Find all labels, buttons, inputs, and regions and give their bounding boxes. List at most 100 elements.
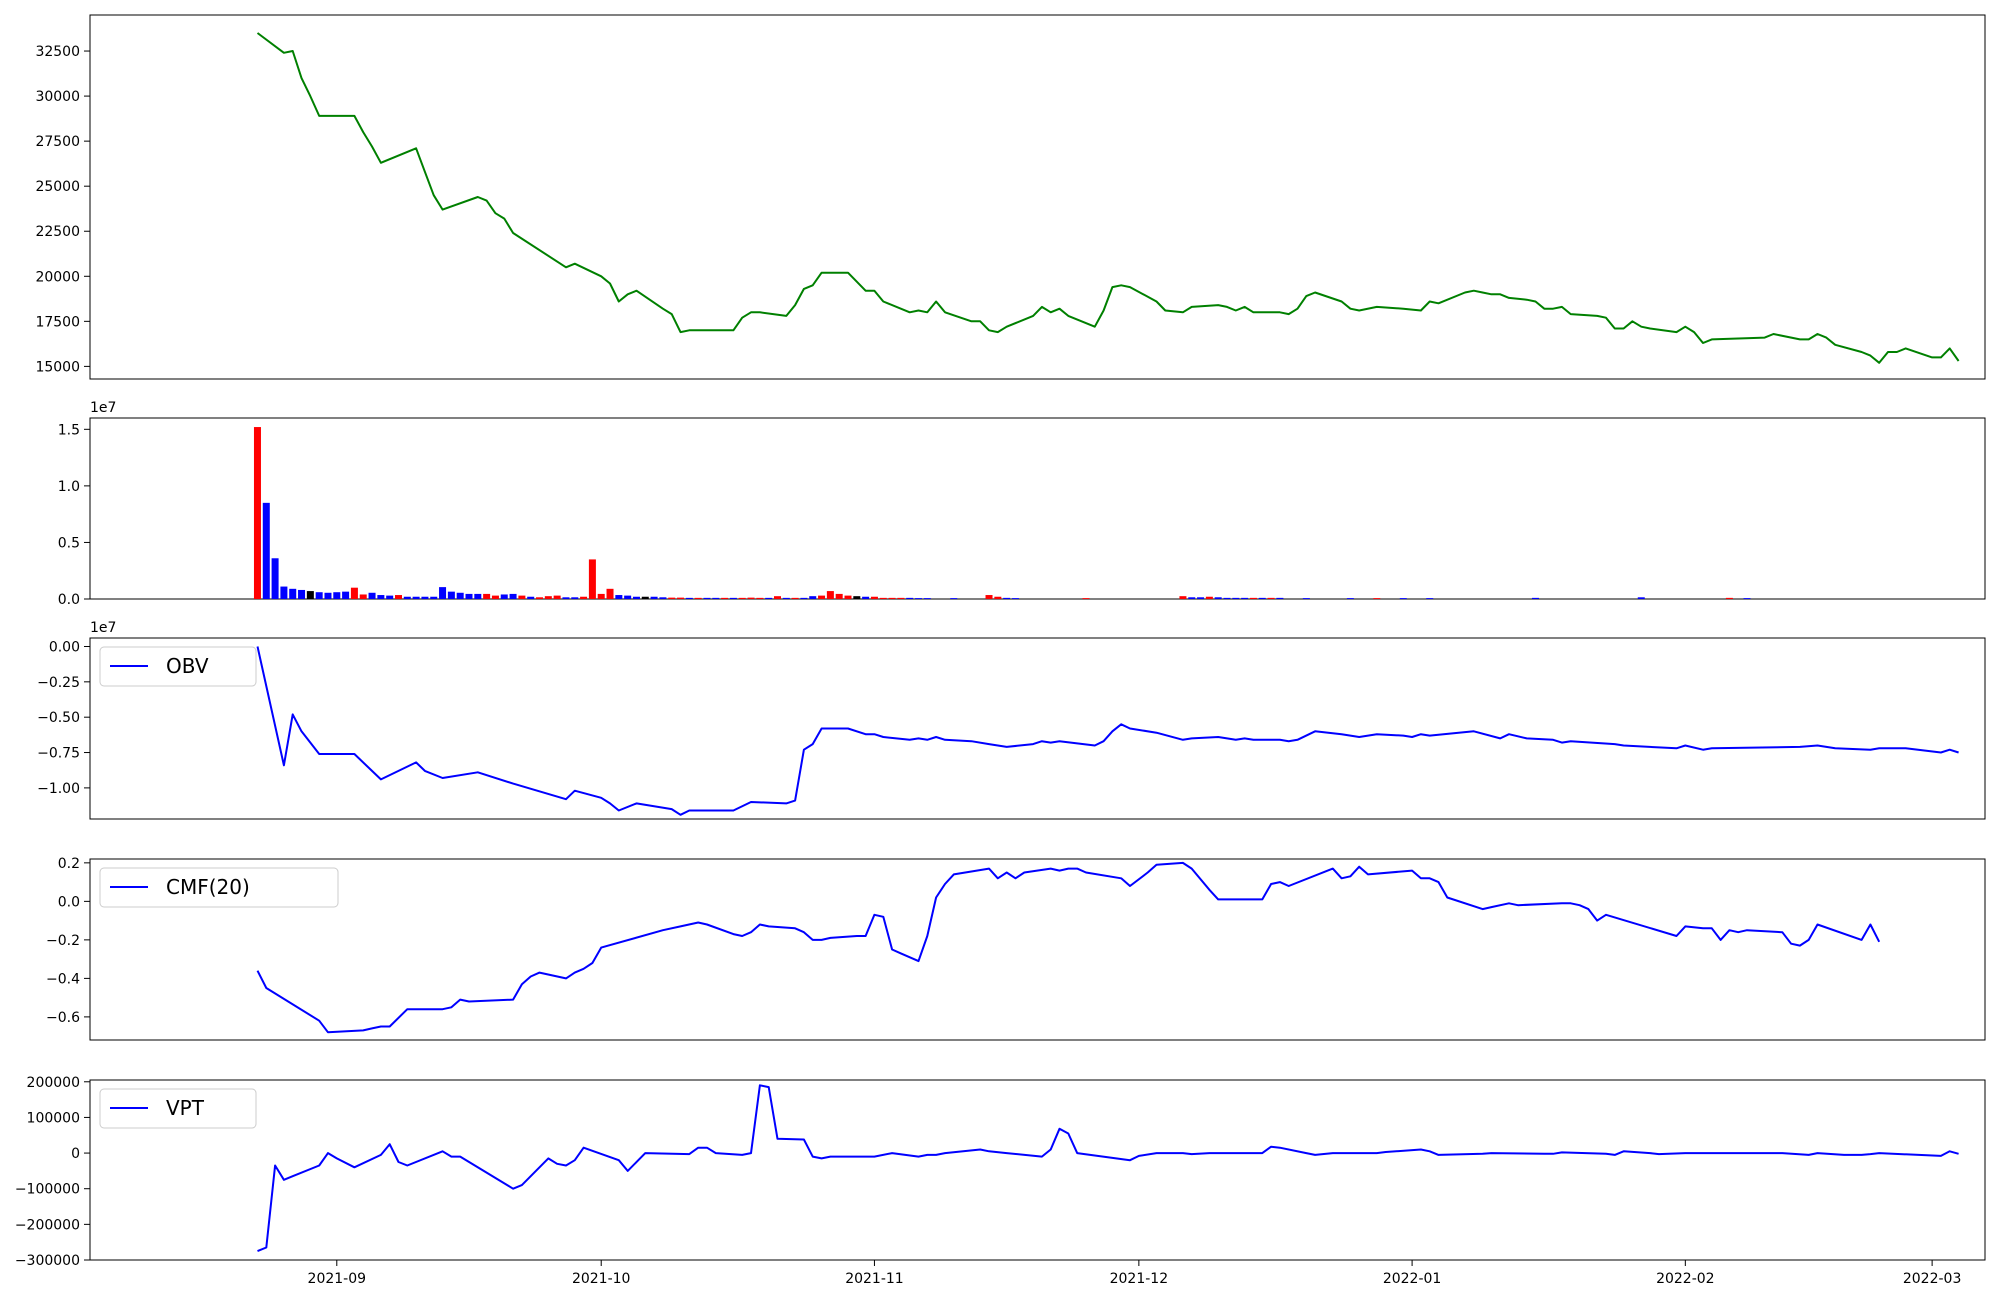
volume-y-tick-label: 1.0 [58,479,80,495]
volume-bar [342,591,350,599]
volume-bar [826,591,834,599]
obv-series-line [256,646,1959,816]
volume-bar [500,594,508,599]
volume-bar [386,595,394,599]
vpt-y-tick-label: −200000 [15,1217,80,1233]
volume-bar [1637,597,1645,599]
volume-bar [747,597,755,599]
price-y-tick-label: 22500 [35,224,80,240]
volume-bar [527,596,535,599]
volume-offset-label: 1e7 [90,400,116,416]
volume-bar [562,597,570,599]
volume-bar [553,595,561,599]
x-tick-label: 2022-03 [1903,1271,1962,1287]
volume-bar [606,588,614,599]
volume-bar [1205,596,1213,599]
volume-bar [862,596,870,599]
obv-axes-frame [89,637,1986,820]
panel-vpt: 200000 100000 0 −100000 −200000 −300000 VPT [15,1075,1986,1269]
x-axis: 2021-09 2021-10 2021-11 2021-12 2022-01 2022-… [308,1260,1962,1287]
volume-y-tick-label: 0.0 [58,592,80,608]
volume-axes-frame [89,417,1986,600]
volume-bar [271,558,279,599]
volume-bar [430,596,438,599]
volume-bar [712,597,720,599]
volume-bar [818,595,826,599]
volume-bar [394,595,402,599]
volume-bar [306,591,314,599]
volume-bar [1082,598,1090,599]
cmf-axes-frame [89,858,1986,1041]
volume-bar [1232,597,1240,599]
cmf-legend: CMF(20) [99,867,339,908]
volume-bar [597,593,605,599]
volume-bar [1426,598,1434,599]
volume-bar [703,597,711,599]
volume-bar [544,596,552,599]
volume-bar [324,592,332,599]
obv-y-tick-label: 0.00 [49,639,80,655]
obv-data-area [256,646,1959,816]
panel-volume: 0.0 0.5 1.0 1.5 1e7 [58,400,1986,608]
price-y-tick-label: 27500 [35,134,80,150]
volume-bar [950,598,958,599]
vpt-y-tick-label: 100000 [27,1110,80,1126]
volume-bar [632,596,640,599]
volume-bar [650,596,658,599]
cmf-y-tick-label: 0.0 [58,894,80,910]
volume-bar [1188,597,1196,599]
volume-bar [1373,598,1381,599]
volume-bar [879,597,887,599]
volume-bar [359,594,367,599]
volume-bar [897,597,905,599]
volume-bar [1743,598,1751,599]
x-tick-label: 2021-09 [308,1271,367,1287]
volume-bar [350,587,358,599]
panel-obv: 0.00 −0.25 −0.50 −0.75 −1.00 1e7 OBV [37,620,1986,820]
volume-bar [782,597,790,599]
volume-bar [677,597,685,599]
volume-bar [1197,597,1205,599]
volume-bar [668,597,676,599]
obv-legend-label: OBV [166,654,209,678]
volume-data-area [253,427,1751,599]
price-y-tick-label: 32500 [35,44,80,60]
volume-bar [315,592,323,599]
obv-y-tick-label: −0.50 [37,710,80,726]
volume-bar [368,592,376,599]
x-tick-label: 2021-10 [572,1271,631,1287]
volume-bar [870,596,878,599]
x-tick-label: 2021-11 [845,1271,904,1287]
volume-bar [509,593,517,599]
volume-bar [262,502,270,599]
cmf-y-tick-label: −0.4 [46,971,80,987]
vpt-axes-frame [89,1079,1986,1261]
volume-bar [1223,597,1231,599]
volume-bar [906,597,914,599]
volume-y-tick-label: 1.5 [58,422,80,438]
volume-bar [377,595,385,599]
vpt-y-tick-label: 200000 [27,1075,80,1091]
vpt-y-tick-label: −300000 [15,1253,80,1269]
volume-bar [421,596,429,599]
volume-bar [1399,598,1407,599]
volume-bar [853,596,861,599]
cmf-series-line [256,861,1881,1034]
volume-bar [465,593,473,599]
volume-bar [641,596,649,599]
volume-bar [791,597,799,599]
volume-bar [659,597,667,599]
price-y-tick-label: 15000 [35,359,80,375]
cmf-data-area [256,861,1881,1034]
vpt-legend-label: VPT [166,1096,205,1120]
obv-legend: OBV [99,646,257,687]
volume-bar [474,593,482,599]
price-y-tick-label: 20000 [35,269,80,285]
volume-bar [1267,597,1275,599]
volume-bar [1249,597,1257,599]
volume-bar [536,597,544,599]
volume-bar [756,597,764,599]
cmf-legend-label: CMF(20) [166,875,250,899]
volume-bar [1011,598,1019,599]
x-tick-label: 2021-12 [1110,1271,1169,1287]
